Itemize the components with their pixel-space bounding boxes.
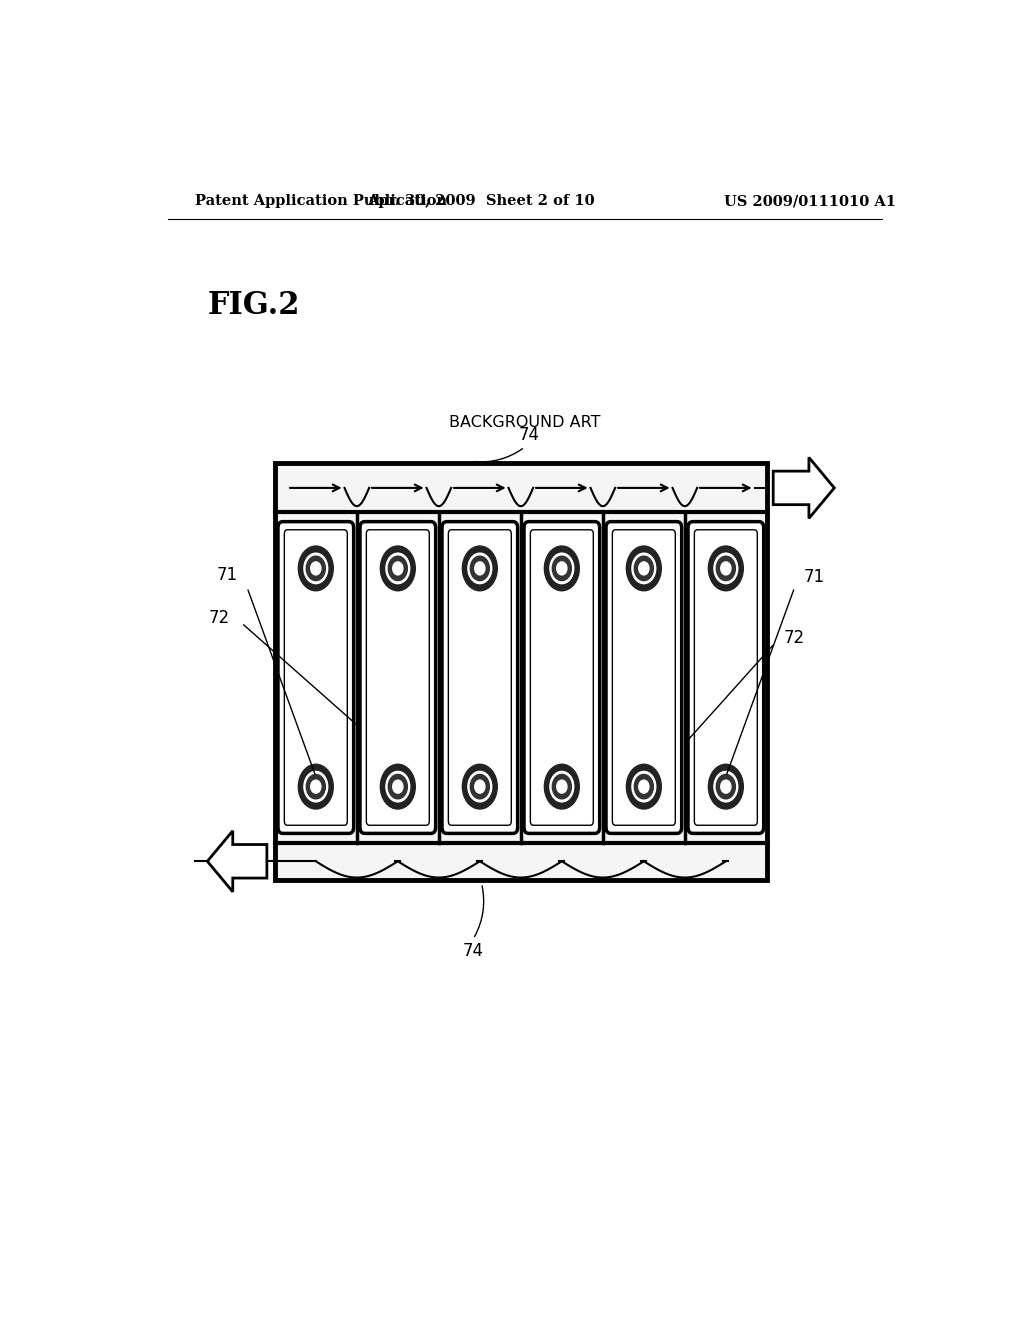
- Circle shape: [310, 562, 321, 576]
- FancyBboxPatch shape: [694, 529, 758, 825]
- Circle shape: [634, 556, 653, 581]
- Circle shape: [632, 771, 655, 801]
- Circle shape: [468, 771, 492, 801]
- FancyBboxPatch shape: [524, 521, 600, 833]
- Text: BACKGROUND ART: BACKGROUND ART: [450, 416, 600, 430]
- FancyBboxPatch shape: [285, 529, 347, 825]
- Circle shape: [639, 562, 649, 576]
- Circle shape: [717, 556, 735, 581]
- Circle shape: [386, 553, 410, 583]
- FancyBboxPatch shape: [442, 521, 518, 833]
- Text: Apr. 30, 2009  Sheet 2 of 10: Apr. 30, 2009 Sheet 2 of 10: [368, 194, 595, 209]
- Text: 72: 72: [209, 609, 229, 627]
- Circle shape: [380, 546, 416, 591]
- Circle shape: [634, 775, 653, 799]
- Circle shape: [545, 546, 580, 591]
- FancyBboxPatch shape: [449, 529, 511, 825]
- Text: 74: 74: [518, 426, 540, 444]
- Circle shape: [709, 546, 743, 591]
- Circle shape: [557, 780, 567, 793]
- Circle shape: [714, 771, 737, 801]
- Circle shape: [550, 771, 573, 801]
- Circle shape: [717, 775, 735, 799]
- Text: 72: 72: [784, 630, 805, 647]
- Circle shape: [463, 764, 498, 809]
- Text: 71: 71: [804, 568, 825, 586]
- Circle shape: [475, 780, 485, 793]
- Circle shape: [393, 562, 402, 576]
- Circle shape: [468, 553, 492, 583]
- Circle shape: [470, 775, 489, 799]
- Circle shape: [552, 775, 571, 799]
- Circle shape: [310, 780, 321, 793]
- Circle shape: [639, 780, 649, 793]
- Circle shape: [721, 562, 731, 576]
- Text: FIG.2: FIG.2: [207, 290, 300, 321]
- FancyBboxPatch shape: [367, 529, 429, 825]
- FancyBboxPatch shape: [606, 521, 682, 833]
- Circle shape: [304, 553, 328, 583]
- Bar: [274, 463, 767, 880]
- Polygon shape: [207, 830, 267, 892]
- Circle shape: [557, 562, 567, 576]
- Circle shape: [393, 780, 402, 793]
- Circle shape: [380, 764, 416, 809]
- Circle shape: [386, 771, 410, 801]
- Polygon shape: [773, 458, 835, 519]
- Circle shape: [304, 771, 328, 801]
- Circle shape: [552, 556, 571, 581]
- Circle shape: [627, 764, 662, 809]
- Text: Patent Application Publication: Patent Application Publication: [196, 194, 447, 209]
- Circle shape: [388, 775, 408, 799]
- Circle shape: [475, 562, 485, 576]
- Circle shape: [714, 553, 737, 583]
- FancyBboxPatch shape: [612, 529, 675, 825]
- Circle shape: [298, 764, 333, 809]
- Circle shape: [709, 764, 743, 809]
- Circle shape: [632, 553, 655, 583]
- Text: 71: 71: [217, 566, 238, 585]
- Circle shape: [463, 546, 498, 591]
- FancyBboxPatch shape: [360, 521, 435, 833]
- Circle shape: [550, 553, 573, 583]
- FancyBboxPatch shape: [278, 521, 353, 833]
- FancyBboxPatch shape: [530, 529, 593, 825]
- Circle shape: [388, 556, 408, 581]
- Text: 74: 74: [463, 942, 483, 960]
- Text: US 2009/0111010 A1: US 2009/0111010 A1: [725, 194, 896, 209]
- FancyBboxPatch shape: [688, 521, 764, 833]
- Circle shape: [545, 764, 580, 809]
- Circle shape: [306, 556, 326, 581]
- Circle shape: [470, 556, 489, 581]
- Circle shape: [721, 780, 731, 793]
- Circle shape: [627, 546, 662, 591]
- Circle shape: [298, 546, 333, 591]
- Circle shape: [306, 775, 326, 799]
